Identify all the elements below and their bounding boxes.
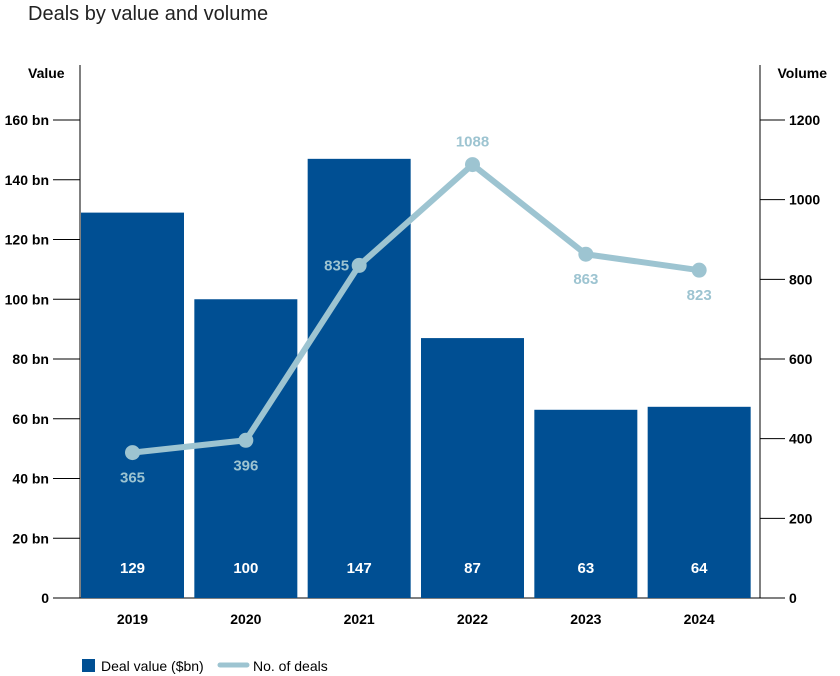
right-tick-label: 0 <box>789 590 797 606</box>
line-value-label: 1088 <box>456 134 489 151</box>
bar-value-label: 129 <box>120 560 145 577</box>
category-label: 2020 <box>230 611 261 627</box>
right-tick-label: 1200 <box>789 112 820 128</box>
line-value-label: 835 <box>324 257 349 274</box>
bar <box>194 299 298 598</box>
category-label: 2023 <box>570 611 601 627</box>
bar <box>534 409 638 598</box>
left-axis-title: Value <box>28 65 65 81</box>
category-label: 2019 <box>117 611 148 627</box>
chart-title: Deals by value and volume <box>28 3 268 25</box>
left-tick-label: 140 bn <box>5 172 49 188</box>
line-point <box>578 246 594 262</box>
line-path <box>129 161 703 456</box>
line-point <box>238 432 254 448</box>
bar <box>307 158 411 598</box>
right-tick-label: 400 <box>789 431 813 447</box>
bar <box>81 212 184 599</box>
legend-label-bar: Deal value ($bn) <box>101 658 204 674</box>
left-tick-label: 80 bn <box>12 351 49 367</box>
bar-series: 129 2019 100 2020 147 2021 87 2022 63 2023 64 2024 <box>81 158 751 627</box>
bar <box>647 406 751 598</box>
bar-value-label: 100 <box>233 560 258 577</box>
left-tick-label: 120 bn <box>5 232 49 248</box>
right-axis-title: Volume <box>777 65 827 81</box>
axes: 0 20 bn 40 bn 60 bn 80 bn 100 bn 120 bn 140 bn 1… <box>5 65 820 606</box>
category-label: 2024 <box>684 611 715 627</box>
left-tick-label: 100 bn <box>5 291 49 307</box>
right-tick-label: 800 <box>789 271 813 287</box>
bar-value-label: 64 <box>691 560 708 577</box>
line-value-label: 396 <box>233 457 258 474</box>
line-point <box>691 262 707 278</box>
line-point <box>351 257 367 273</box>
bar-value-label: 63 <box>577 560 594 577</box>
left-tick-label: 160 bn <box>5 112 49 128</box>
left-tick-label: 40 bn <box>12 471 49 487</box>
legend-swatch-bar <box>82 659 95 672</box>
right-tick-label: 600 <box>789 351 813 367</box>
category-label: 2022 <box>457 611 488 627</box>
line-value-label: 365 <box>120 470 145 487</box>
right-tick-label: 1000 <box>789 192 820 208</box>
category-label: 2021 <box>344 611 375 627</box>
line-point <box>465 157 480 173</box>
left-tick-label: 60 bn <box>12 411 49 427</box>
legend: Deal value ($bn) No. of deals <box>82 658 328 674</box>
left-tick-label: 0 <box>41 590 49 606</box>
line-series: 365 396 835 1088 863 823 <box>120 134 712 487</box>
line-value-label: 823 <box>687 287 712 304</box>
bar <box>421 338 524 598</box>
bar-value-label: 147 <box>347 560 372 577</box>
line-point <box>125 445 140 461</box>
left-tick-label: 20 bn <box>12 530 49 546</box>
legend-label-line: No. of deals <box>253 658 328 674</box>
line-value-label: 863 <box>573 271 598 288</box>
bar-value-label: 87 <box>464 560 481 577</box>
right-tick-label: 200 <box>789 510 813 526</box>
